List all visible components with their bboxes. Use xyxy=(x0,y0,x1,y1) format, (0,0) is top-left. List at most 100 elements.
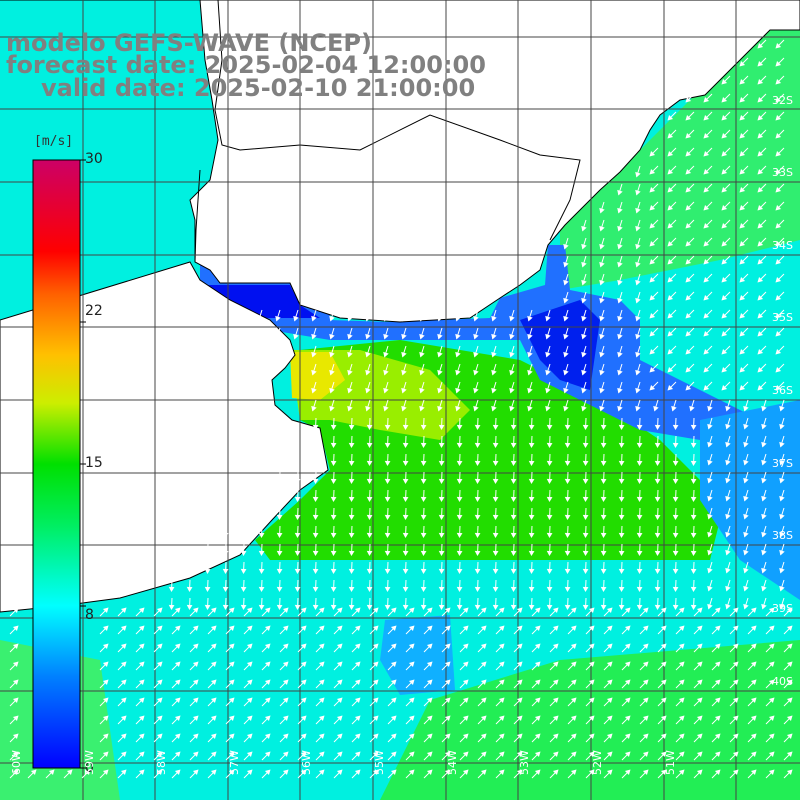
wind-arrow-head xyxy=(563,405,569,412)
wind-arrow-head xyxy=(600,460,607,467)
wind-arrow-head xyxy=(480,733,487,740)
wind-arrow-head xyxy=(456,550,463,557)
wind-arrow-head xyxy=(707,477,713,484)
wind-arrow-head xyxy=(714,751,721,758)
wind-arrow-head xyxy=(581,297,587,304)
wind-arrow-head xyxy=(492,550,499,557)
wind-arrow-head xyxy=(564,478,571,485)
wind-arrow-head xyxy=(222,550,229,557)
wind-arrow-head xyxy=(204,568,211,575)
colorbar-unit: [m/s] xyxy=(34,134,74,149)
wind-arrow-head xyxy=(564,604,571,611)
wind-arrow-head xyxy=(420,442,427,449)
wind-arrow-head xyxy=(732,769,739,776)
wind-arrow-head xyxy=(660,679,667,686)
wind-arrow-head xyxy=(491,351,497,358)
wind-arrow-head xyxy=(365,387,371,394)
wind-arrow-head xyxy=(654,424,661,431)
wind-arrow-head xyxy=(564,442,571,449)
wind-arrow-head xyxy=(545,315,551,322)
wind-arrow-head xyxy=(444,769,451,776)
wind-arrow-head xyxy=(510,496,517,503)
wind-arrow-head xyxy=(312,604,319,611)
wind-arrow-head xyxy=(570,643,577,650)
wind-arrow-head xyxy=(757,312,764,319)
wind-arrow-head xyxy=(546,586,553,593)
wind-arrow-head xyxy=(636,460,643,467)
wind-arrow-head xyxy=(365,333,371,340)
wind-arrow-head xyxy=(228,751,235,758)
wind-arrow-head xyxy=(336,643,343,650)
wind-arrow-head xyxy=(635,369,641,376)
wind-arrow-head xyxy=(721,330,728,337)
wind-arrow-head xyxy=(401,351,407,358)
wind-arrow-head xyxy=(721,384,728,391)
wind-arrow-head xyxy=(732,607,739,614)
wind-arrow-head xyxy=(354,769,361,776)
wind-arrow-head xyxy=(510,442,517,449)
wind-arrow-head xyxy=(714,625,721,632)
wind-arrow-head xyxy=(588,715,595,722)
wind-arrow-head xyxy=(120,769,127,776)
wind-arrow-head xyxy=(617,207,623,214)
wind-arrows xyxy=(9,39,793,779)
wind-arrow-head xyxy=(438,496,445,503)
wind-arrow-head xyxy=(390,607,397,614)
wind-arrow-head xyxy=(402,442,409,449)
wind-arrow-head xyxy=(228,769,235,776)
wind-arrow-head xyxy=(498,661,505,668)
wind-arrow-head xyxy=(667,222,674,229)
wind-arrow-head xyxy=(757,42,764,49)
wind-arrow-head xyxy=(282,661,289,668)
wind-arrow-head xyxy=(678,661,685,668)
wind-arrow-head xyxy=(618,604,625,611)
wind-arrow-head xyxy=(390,679,397,686)
wind-arrow-head xyxy=(786,607,793,614)
wind-arrow-head xyxy=(264,751,271,758)
wind-arrow-head xyxy=(564,496,571,503)
wind-arrow-head xyxy=(667,312,674,319)
wind-arrow-head xyxy=(546,424,553,431)
wind-arrow-head xyxy=(636,478,643,485)
wind-arrow-head xyxy=(528,424,535,431)
wind-arrow-head xyxy=(768,643,775,650)
wind-arrow-head xyxy=(228,715,235,722)
wind-arrow-head xyxy=(570,769,577,776)
wind-arrow-head xyxy=(120,625,127,632)
wind-arrow-head xyxy=(721,78,728,85)
wind-arrow-head xyxy=(282,751,289,758)
wind-arrow-head xyxy=(636,586,643,593)
wind-arrow-head xyxy=(480,769,487,776)
wind-arrow-head xyxy=(563,387,569,394)
wind-arrow-head xyxy=(419,387,425,394)
wind-arrow-head xyxy=(156,769,163,776)
wind-arrow-head xyxy=(480,661,487,668)
wind-arrow-head xyxy=(366,550,373,557)
wind-arrow-head xyxy=(685,330,692,337)
wind-arrow-head xyxy=(757,258,764,265)
wind-arrow-head xyxy=(617,369,623,376)
wind-arrow-head xyxy=(685,150,692,157)
borders xyxy=(194,0,581,263)
wind-arrow-head xyxy=(552,751,559,758)
wind-arrow-head xyxy=(348,568,355,575)
wind-arrow-head xyxy=(384,424,391,431)
wind-arrow-head xyxy=(318,607,325,614)
wind-arrow-head xyxy=(102,769,109,776)
wind-arrow-head xyxy=(329,333,335,340)
wind-arrow-head xyxy=(678,625,685,632)
wind-arrow-head xyxy=(725,567,731,574)
wind-arrow-head xyxy=(743,531,749,538)
wind-arrow-head xyxy=(444,643,451,650)
wind-arrow-head xyxy=(546,496,553,503)
wind-arrow-head xyxy=(649,258,656,265)
wind-arrow-head xyxy=(120,751,127,758)
wind-arrow-head xyxy=(498,697,505,704)
wind-arrow-head xyxy=(258,496,265,503)
wind-arrow-head xyxy=(707,423,713,430)
wind-arrow-head xyxy=(582,442,589,449)
wind-arrow-head xyxy=(276,568,283,575)
wind-arrow-head xyxy=(703,222,710,229)
